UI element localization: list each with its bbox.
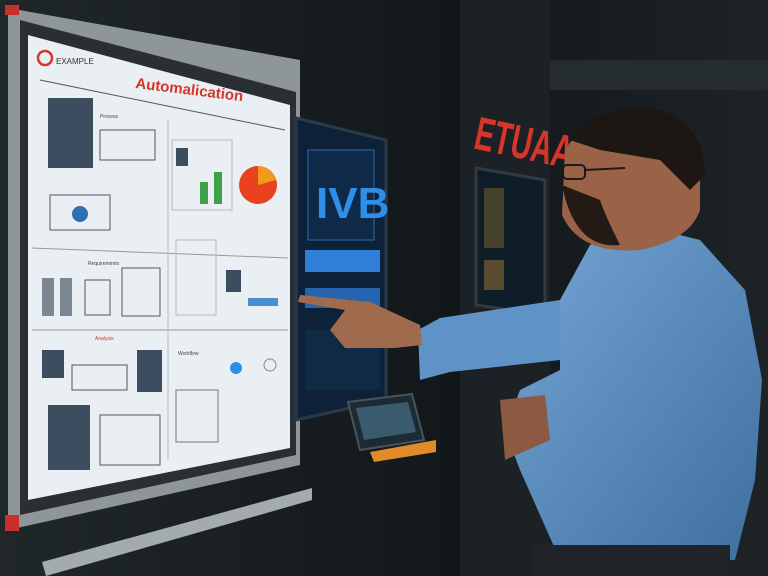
section-label: Requirements xyxy=(88,261,120,267)
glasses-arm xyxy=(584,167,626,171)
side-screen-big-text: IVB xyxy=(316,179,389,228)
flow-diagram xyxy=(71,364,128,391)
flow-diagram xyxy=(99,129,156,161)
whiteboard-tray xyxy=(42,488,312,576)
hair xyxy=(570,108,705,190)
section-label: Workflow xyxy=(178,351,199,357)
trousers xyxy=(530,545,730,576)
board-logo-text: EXAMPLE xyxy=(56,57,94,66)
frame-corner xyxy=(5,5,19,15)
list-panel xyxy=(121,267,161,317)
gauge-icon xyxy=(230,362,242,374)
diagram-node xyxy=(72,206,88,222)
glasses-icon xyxy=(562,164,586,180)
ceiling-beam xyxy=(550,60,768,90)
pointing-hand xyxy=(298,295,422,348)
chart-bar xyxy=(214,172,222,204)
section-label: Analysis xyxy=(95,336,114,342)
frame-corner xyxy=(5,515,19,531)
pointing-arm-sleeve xyxy=(418,300,560,380)
diagram-box xyxy=(84,279,111,316)
table-panel xyxy=(175,389,219,443)
chart-bar xyxy=(200,182,208,204)
cabinet-icon xyxy=(42,278,54,316)
flow-diagram xyxy=(49,194,111,231)
gauge-icon xyxy=(263,358,277,372)
man-presenter xyxy=(298,108,762,576)
logo-icon xyxy=(36,49,54,67)
shirt-body xyxy=(505,225,762,560)
diagram-screen xyxy=(48,98,93,168)
chart-panel xyxy=(176,148,188,166)
mini-screen xyxy=(42,350,64,378)
monitor-text xyxy=(484,260,504,290)
cabinet-icon xyxy=(60,278,72,316)
beard xyxy=(562,185,620,246)
tablet-screen xyxy=(356,402,416,440)
progress-strip xyxy=(248,298,278,306)
side-screen: IVB xyxy=(294,116,389,422)
mini-screen xyxy=(137,350,162,392)
whiteboard-display: EXAMPLE Automalication Process Requireme… xyxy=(5,5,300,531)
bar-chart xyxy=(171,139,233,211)
scatter-panel xyxy=(175,239,217,316)
flow-diagram xyxy=(99,414,161,466)
mini-screen xyxy=(48,405,90,470)
pie-slice xyxy=(258,166,276,185)
mini-screen xyxy=(226,270,241,292)
screen-bar xyxy=(305,250,380,272)
tablet-stand xyxy=(370,440,436,462)
monitor-text xyxy=(484,188,504,248)
folded-arm-hand xyxy=(500,395,550,460)
section-label: Process xyxy=(100,114,119,120)
